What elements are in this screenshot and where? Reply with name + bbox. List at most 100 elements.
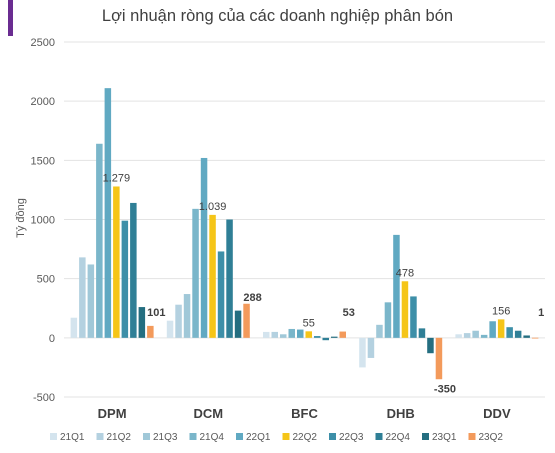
category-label: DDV (483, 406, 511, 421)
bar-dcm-23q2 (243, 303, 250, 338)
legend-swatch (50, 433, 57, 440)
category-label: DHB (387, 406, 415, 421)
bar-dpm-21q4 (96, 143, 103, 338)
bar-dpm-22q1 (104, 88, 112, 338)
bar-dhb-22q3 (410, 296, 417, 338)
x-axis: DPM DCM BFC DHB DDV (98, 406, 511, 421)
bar-dhb-21q3 (376, 324, 383, 338)
y-tick-label: 0 (49, 333, 55, 345)
bar-bfc-21q4 (288, 328, 295, 338)
legend-label: 22Q2 (293, 432, 318, 443)
bar-dpm-21q1 (70, 317, 78, 338)
bar-dcm-22q1 (200, 157, 208, 338)
y-tick-label: -500 (33, 392, 55, 404)
data-labels: 1.279 101 1.039 288 55 53 478 -350 156 1 (103, 172, 545, 395)
bar-bfc-23q2 (339, 331, 346, 338)
bar-dcm-22q3 (217, 251, 225, 338)
bar-dpm-23q1 (138, 307, 146, 338)
bar-bfc-21q3 (280, 334, 287, 338)
legend-swatch (143, 433, 150, 440)
legend-label: 21Q4 (200, 432, 225, 443)
y-axis-title: Tỷ đồng (15, 198, 27, 238)
legend: 21Q1 21Q2 21Q3 21Q4 22Q1 22Q2 22Q3 22Q4 23Q1 23Q2 (50, 432, 503, 443)
y-tick-label: 2500 (31, 37, 55, 49)
category-label: BFC (291, 406, 318, 421)
bar-dcm-22q4 (226, 219, 233, 338)
legend-swatch (422, 433, 429, 440)
bar-dpm-21q2 (79, 257, 86, 338)
bar-bfc-22q4 (322, 337, 329, 341)
data-label: 288 (243, 292, 261, 304)
data-label: -350 (434, 383, 456, 395)
accent-bar (8, 0, 13, 36)
legend-label: 22Q3 (339, 432, 364, 443)
legend-swatch (96, 433, 104, 440)
bar-bfc-23q1 (331, 336, 338, 338)
legend-swatch (375, 433, 383, 440)
bar-dhb-23q2 (435, 337, 443, 380)
bar-bfc-22q3 (314, 336, 321, 338)
bar-ddv-22q1 (489, 321, 496, 338)
data-label: 156 (492, 305, 510, 317)
bar-ddv-21q3 (472, 330, 479, 338)
legend-label: 21Q1 (60, 432, 85, 443)
category-label: DPM (98, 406, 127, 421)
bar-dcm-23q1 (234, 310, 242, 338)
legend-swatch (468, 433, 476, 440)
bar-dcm-21q2 (175, 304, 182, 338)
bar-dpm-23q2 (147, 325, 154, 338)
data-label: 1.279 (103, 172, 131, 184)
bar-ddv-21q2 (463, 333, 471, 338)
bar-dhb-22q4 (418, 328, 426, 338)
bar-dcm-21q4 (192, 208, 199, 338)
data-label: 1.039 (199, 201, 227, 213)
legend-label: 22Q4 (386, 432, 411, 443)
data-label: 55 (303, 317, 315, 329)
legend-label: 21Q3 (153, 432, 178, 443)
bar-ddv-23q1 (523, 335, 530, 338)
bar-ddv-21q4 (480, 334, 488, 338)
bar-ddv-22q3 (506, 327, 513, 338)
bar-dhb-21q1 (359, 337, 366, 368)
bar-dpm-21q3 (87, 264, 95, 338)
data-label: 478 (396, 267, 414, 279)
legend-label: 23Q2 (479, 432, 504, 443)
legend-label: 23Q1 (432, 432, 457, 443)
bar-dhb-21q4 (384, 302, 392, 338)
legend-swatch (189, 433, 197, 440)
legend-label: 22Q1 (246, 432, 271, 443)
bar-ddv-22q4 (514, 330, 522, 338)
data-label: 1 (538, 307, 544, 319)
bar-bfc-21q2 (271, 331, 278, 338)
bar-dpm-22q3 (121, 220, 129, 338)
data-label: 53 (343, 307, 355, 319)
bar-ddv-22q2 (497, 319, 505, 338)
bar-dcm-21q1 (166, 320, 174, 338)
legend-label: 21Q2 (107, 432, 132, 443)
bar-dpm-22q4 (130, 202, 137, 338)
bar-dcm-22q2 (209, 214, 216, 338)
legend-swatch (329, 433, 336, 440)
bar-dhb-22q2 (401, 281, 409, 338)
bar-bfc-21q1 (263, 331, 270, 338)
bars (70, 88, 539, 380)
y-tick-label: 500 (37, 274, 55, 286)
bar-dcm-21q3 (183, 294, 191, 338)
y-tick-label: 1500 (31, 155, 55, 167)
bar-bfc-22q1 (297, 329, 304, 338)
bar-ddv-21q1 (455, 334, 462, 338)
bar-dpm-22q2 (113, 186, 120, 338)
bar-ddv-23q2 (531, 337, 539, 339)
bar-bfc-22q2 (305, 331, 312, 338)
chart-title: Lợi nhuận ròng của các doanh nghiệp phân… (101, 7, 454, 25)
y-tick-label: 1000 (31, 215, 55, 227)
data-label: 101 (147, 307, 165, 319)
y-tick-label: 2000 (31, 96, 55, 108)
legend-swatch (282, 433, 290, 440)
bar-dhb-21q2 (367, 337, 375, 358)
legend-swatch (236, 433, 243, 440)
bar-dhb-23q1 (427, 337, 434, 354)
category-label: DCM (193, 406, 223, 421)
y-axis: -500 0 500 1000 1500 2000 2500 (31, 37, 55, 404)
